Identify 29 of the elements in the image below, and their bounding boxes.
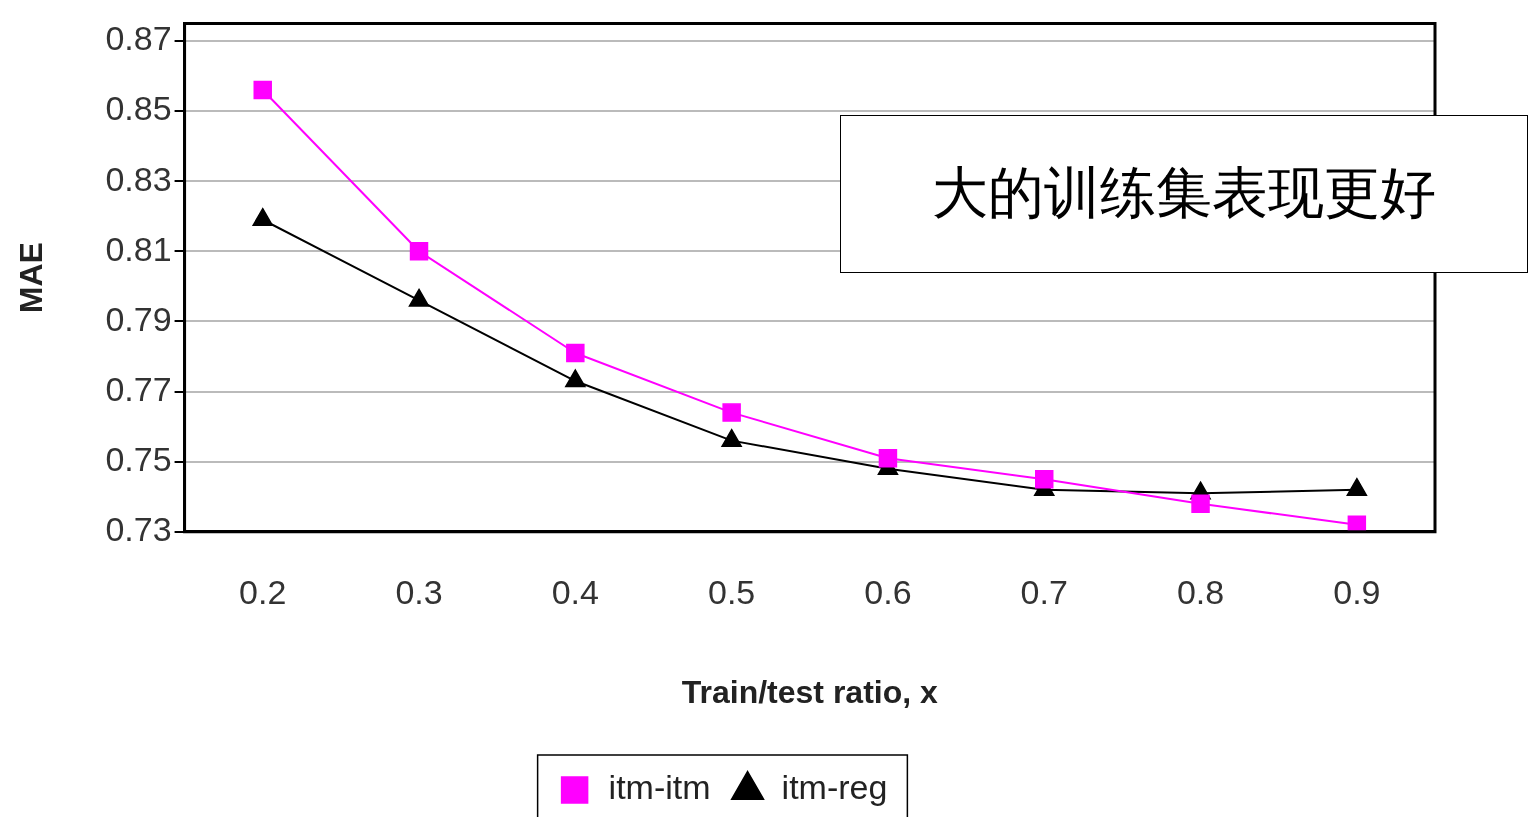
y-tick-label: 0.83	[105, 159, 172, 198]
point	[252, 208, 273, 226]
point	[253, 80, 272, 100]
y-tick-label: 0.79	[105, 299, 172, 338]
y-tick-label: 0.81	[105, 229, 172, 268]
point	[566, 343, 585, 363]
x-tick-label: 0.5	[708, 572, 756, 611]
point	[565, 369, 586, 388]
x-tick-label: 0.4	[551, 572, 599, 611]
point	[721, 428, 742, 447]
legend-label: itm-reg	[781, 768, 888, 807]
legend-label: itm-itm	[608, 768, 711, 807]
y-tick-label: 0.85	[105, 89, 172, 128]
point	[409, 242, 429, 261]
x-tick-label: 0.6	[864, 572, 912, 611]
callout-box: 大的训练集表现更好	[840, 115, 1528, 273]
y-axis-title: MAE	[13, 242, 50, 314]
y-tick-label: 0.75	[105, 440, 172, 479]
x-tick-label: 0.8	[1176, 572, 1225, 611]
y-tick-label: 0.77	[105, 369, 172, 408]
point	[1346, 477, 1368, 496]
x-tick-label: 0.9	[1333, 572, 1381, 611]
point	[408, 288, 430, 307]
x-tick-label: 0.2	[239, 572, 287, 611]
y-tick-label: 0.87	[105, 19, 172, 58]
x-tick-label: 0.7	[1020, 572, 1068, 611]
x-axis-title: Train/test ratio, x	[681, 673, 939, 710]
y-tick-label: 0.73	[105, 510, 172, 549]
x-tick-label: 0.3	[395, 572, 443, 611]
